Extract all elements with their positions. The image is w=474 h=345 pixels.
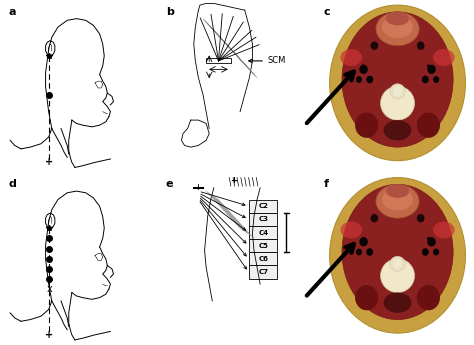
Ellipse shape xyxy=(390,84,405,99)
Text: b: b xyxy=(166,7,174,17)
Ellipse shape xyxy=(383,293,411,313)
Ellipse shape xyxy=(427,237,436,246)
Text: +: + xyxy=(230,176,237,186)
Ellipse shape xyxy=(340,221,362,238)
Text: e: e xyxy=(166,179,173,189)
Ellipse shape xyxy=(433,49,455,66)
Ellipse shape xyxy=(427,65,436,74)
Text: +: + xyxy=(46,330,54,340)
Ellipse shape xyxy=(362,237,365,240)
Text: C4: C4 xyxy=(258,229,268,236)
Ellipse shape xyxy=(342,12,453,147)
Ellipse shape xyxy=(393,259,402,269)
Ellipse shape xyxy=(356,76,362,83)
Text: d: d xyxy=(9,179,17,189)
Ellipse shape xyxy=(329,5,465,161)
Ellipse shape xyxy=(390,256,405,272)
FancyBboxPatch shape xyxy=(249,199,277,213)
Ellipse shape xyxy=(417,285,440,310)
Ellipse shape xyxy=(371,214,378,223)
FancyBboxPatch shape xyxy=(249,213,277,226)
Ellipse shape xyxy=(427,65,430,68)
Ellipse shape xyxy=(433,221,455,238)
Ellipse shape xyxy=(382,16,413,38)
Text: f: f xyxy=(323,179,328,189)
Ellipse shape xyxy=(427,237,430,240)
Ellipse shape xyxy=(417,214,425,223)
Text: a: a xyxy=(9,7,16,17)
Ellipse shape xyxy=(386,12,409,26)
FancyBboxPatch shape xyxy=(249,266,277,279)
Ellipse shape xyxy=(417,112,440,138)
Ellipse shape xyxy=(383,120,411,140)
Ellipse shape xyxy=(362,65,365,68)
Ellipse shape xyxy=(355,112,378,138)
Ellipse shape xyxy=(376,184,419,218)
FancyBboxPatch shape xyxy=(249,252,277,266)
Text: c: c xyxy=(323,7,330,17)
Ellipse shape xyxy=(366,76,373,83)
Ellipse shape xyxy=(359,237,368,246)
Ellipse shape xyxy=(329,178,465,333)
Ellipse shape xyxy=(359,65,368,74)
FancyBboxPatch shape xyxy=(249,226,277,239)
Ellipse shape xyxy=(422,76,429,83)
Ellipse shape xyxy=(356,249,362,255)
Ellipse shape xyxy=(381,86,415,120)
Text: C2: C2 xyxy=(258,203,268,209)
Ellipse shape xyxy=(422,248,429,256)
FancyBboxPatch shape xyxy=(206,58,231,63)
Ellipse shape xyxy=(340,49,362,66)
Ellipse shape xyxy=(371,41,378,50)
Ellipse shape xyxy=(342,184,453,319)
Ellipse shape xyxy=(355,285,378,310)
Ellipse shape xyxy=(376,12,419,46)
FancyBboxPatch shape xyxy=(249,239,277,252)
Text: C6: C6 xyxy=(258,256,268,262)
Text: C7: C7 xyxy=(258,269,268,275)
Text: C5: C5 xyxy=(258,243,268,249)
Ellipse shape xyxy=(382,189,413,210)
Text: SCM: SCM xyxy=(249,56,286,66)
Ellipse shape xyxy=(393,86,402,96)
Text: +: + xyxy=(46,157,54,167)
Ellipse shape xyxy=(433,76,439,83)
Ellipse shape xyxy=(366,248,373,256)
Text: C3: C3 xyxy=(258,216,268,222)
Text: x: x xyxy=(46,284,52,294)
Ellipse shape xyxy=(386,184,409,198)
Ellipse shape xyxy=(433,249,439,255)
Ellipse shape xyxy=(381,259,415,293)
Ellipse shape xyxy=(417,41,425,50)
